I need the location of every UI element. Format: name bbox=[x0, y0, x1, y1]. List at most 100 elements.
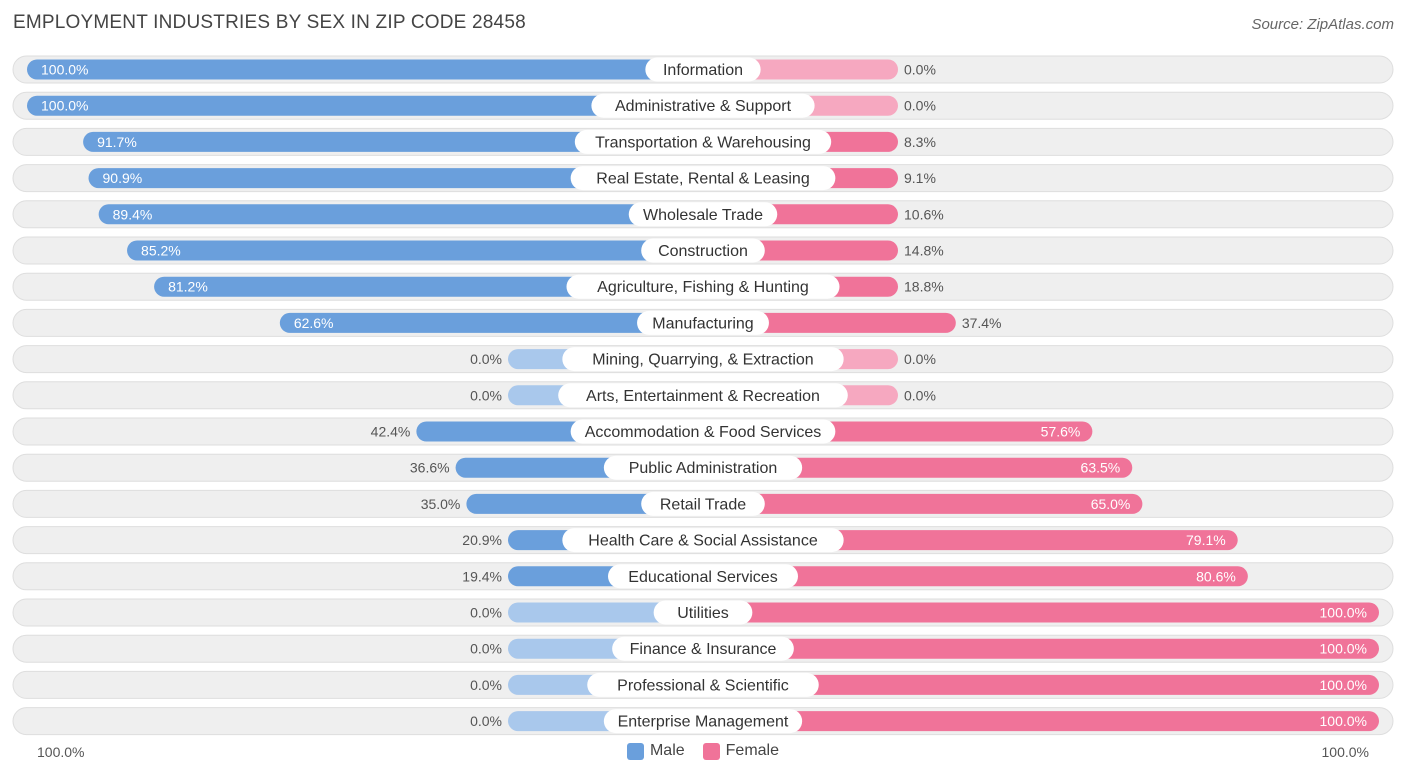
male-bar bbox=[83, 131, 703, 152]
category-pill bbox=[558, 383, 848, 408]
male-value-label: 62.6% bbox=[294, 315, 334, 331]
male-value-label: 0.0% bbox=[470, 641, 502, 657]
male-value-label: 0.0% bbox=[470, 605, 502, 621]
male-value-label: 0.0% bbox=[470, 677, 502, 693]
category-pill bbox=[645, 57, 761, 82]
legend-item-female[interactable]: Female bbox=[702, 742, 780, 760]
female-value-label: 57.6% bbox=[1041, 424, 1081, 440]
category-pill bbox=[641, 238, 765, 263]
male-bar bbox=[279, 312, 703, 333]
category-pill bbox=[637, 310, 769, 335]
legend: Male Female bbox=[0, 742, 1406, 760]
chart-title: EMPLOYMENT INDUSTRIES BY SEX IN ZIP CODE… bbox=[13, 12, 526, 33]
category-pill bbox=[603, 709, 803, 734]
male-value-label: 19.4% bbox=[462, 568, 502, 584]
category-pill bbox=[566, 274, 840, 299]
female-bar bbox=[703, 711, 1379, 732]
male-value-label: 0.0% bbox=[470, 387, 502, 403]
male-value-label: 100.0% bbox=[41, 62, 88, 78]
male-swatch-icon bbox=[626, 742, 644, 760]
axis-right-label: 100.0% bbox=[1321, 744, 1369, 760]
male-bar bbox=[508, 602, 703, 623]
female-value-label: 80.6% bbox=[1196, 568, 1236, 584]
female-bar bbox=[703, 602, 1379, 623]
male-value-label: 36.6% bbox=[410, 460, 450, 476]
male-value-label: 81.2% bbox=[168, 279, 208, 295]
category-label: Accommodation & Food Services bbox=[585, 424, 822, 441]
male-bar bbox=[98, 204, 703, 225]
category-label: Educational Services bbox=[628, 569, 777, 586]
category-label: Mining, Quarrying, & Extraction bbox=[592, 352, 813, 369]
male-value-label: 42.4% bbox=[371, 424, 411, 440]
category-label: Arts, Entertainment & Recreation bbox=[586, 388, 820, 405]
female-value-label: 0.0% bbox=[904, 387, 936, 403]
legend-item-male[interactable]: Male bbox=[626, 742, 685, 760]
source-label: Source: ZipAtlas.com bbox=[1251, 16, 1394, 33]
male-value-label: 0.0% bbox=[470, 351, 502, 367]
category-pill bbox=[574, 129, 832, 154]
female-swatch-icon bbox=[702, 742, 720, 760]
male-value-label: 35.0% bbox=[421, 496, 461, 512]
female-value-label: 100.0% bbox=[1320, 713, 1367, 729]
female-value-label: 37.4% bbox=[962, 315, 1002, 331]
category-pill bbox=[653, 600, 753, 625]
category-label: Utilities bbox=[677, 605, 729, 622]
category-pill bbox=[562, 528, 844, 553]
category-label: Manufacturing bbox=[652, 315, 753, 332]
male-bar bbox=[27, 95, 703, 116]
female-value-label: 63.5% bbox=[1081, 460, 1121, 476]
category-label: Real Estate, Rental & Leasing bbox=[596, 171, 809, 188]
male-value-label: 100.0% bbox=[41, 98, 88, 114]
female-value-label: 8.3% bbox=[904, 134, 936, 150]
category-label: Construction bbox=[658, 243, 748, 260]
category-pill bbox=[591, 93, 815, 118]
category-pill bbox=[603, 455, 803, 480]
axis-left-label: 100.0% bbox=[37, 744, 85, 760]
female-value-label: 0.0% bbox=[904, 351, 936, 367]
category-label: Information bbox=[663, 62, 743, 79]
legend-male-label: Male bbox=[649, 742, 685, 759]
female-value-label: 18.8% bbox=[904, 279, 944, 295]
category-label: Health Care & Social Assistance bbox=[588, 533, 818, 550]
legend-female-label: Female bbox=[725, 742, 780, 759]
female-bar bbox=[703, 674, 1379, 695]
category-pill bbox=[608, 564, 798, 589]
category-label: Public Administration bbox=[629, 460, 778, 477]
female-value-label: 14.8% bbox=[904, 243, 944, 259]
female-value-label: 100.0% bbox=[1320, 677, 1367, 693]
male-value-label: 91.7% bbox=[97, 134, 137, 150]
category-pill bbox=[612, 636, 794, 661]
male-value-label: 89.4% bbox=[113, 206, 153, 222]
male-bar bbox=[127, 240, 704, 261]
category-pill bbox=[562, 347, 844, 372]
category-label: Agriculture, Fishing & Hunting bbox=[597, 279, 809, 296]
category-label: Finance & Insurance bbox=[630, 641, 777, 658]
female-bar bbox=[703, 638, 1379, 659]
female-value-label: 100.0% bbox=[1320, 605, 1367, 621]
chart-area: 100.0% 0.0% Information 100.0% 0.0% Administr… bbox=[12, 55, 1394, 736]
male-bar bbox=[154, 276, 703, 297]
male-bar bbox=[88, 168, 704, 189]
category-label: Professional & Scientific bbox=[617, 677, 789, 694]
male-bar bbox=[27, 59, 703, 80]
female-value-label: 0.0% bbox=[904, 62, 936, 78]
female-value-label: 9.1% bbox=[904, 170, 936, 186]
female-value-label: 0.0% bbox=[904, 98, 936, 114]
category-pill bbox=[628, 202, 778, 227]
category-label: Transportation & Warehousing bbox=[595, 134, 811, 151]
male-value-label: 85.2% bbox=[141, 243, 181, 259]
male-value-label: 20.9% bbox=[462, 532, 502, 548]
female-value-label: 100.0% bbox=[1320, 641, 1367, 657]
category-pill bbox=[570, 419, 836, 444]
male-value-label: 0.0% bbox=[470, 713, 502, 729]
female-bar bbox=[703, 566, 1248, 587]
category-pill bbox=[587, 672, 819, 697]
male-value-label: 90.9% bbox=[103, 170, 143, 186]
female-bar bbox=[703, 493, 1143, 514]
female-value-label: 79.1% bbox=[1186, 532, 1226, 548]
category-label: Wholesale Trade bbox=[643, 207, 763, 224]
category-pill bbox=[570, 166, 836, 191]
female-bar bbox=[703, 457, 1133, 478]
female-value-label: 65.0% bbox=[1091, 496, 1131, 512]
category-label: Retail Trade bbox=[660, 496, 746, 513]
